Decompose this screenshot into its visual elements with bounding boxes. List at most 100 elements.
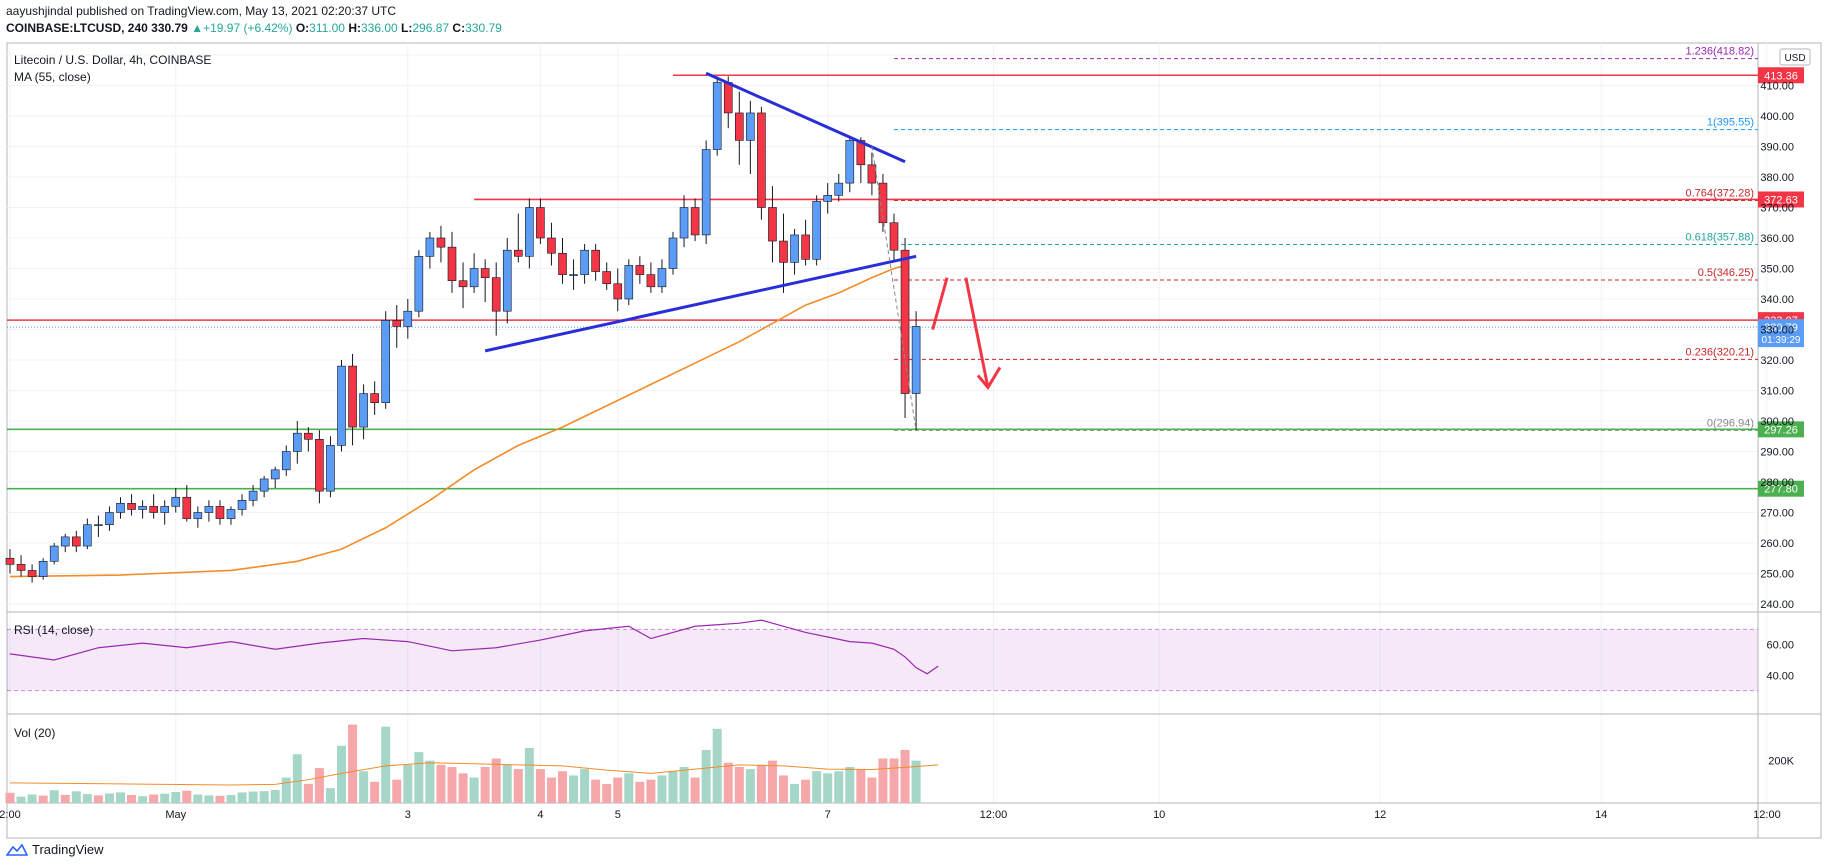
volume-bar [502,764,512,803]
candle-body [392,320,402,327]
ma55-line [9,264,906,578]
last-price: 330.79 [151,21,188,35]
candle [690,198,700,242]
candle-body [502,249,512,312]
rsi-tick-label: 60.00 [1766,640,1794,652]
volume-bar [613,777,623,803]
volume-bar [690,777,700,803]
candle-body [469,268,479,288]
volume-bar [911,760,921,803]
price-tick-label: 260.00 [1760,538,1794,550]
candle [856,137,866,184]
volume-bar [381,726,391,803]
candle [425,231,435,269]
candle [5,549,15,574]
volume-ma-line [9,762,939,786]
candle-body [458,280,468,288]
price-tick-label: 340.00 [1760,294,1794,306]
time-tick-label: 10 [1153,809,1165,821]
volume-bar [845,766,855,803]
candle-body [856,140,866,166]
volume-bar [469,777,479,803]
footer-brand[interactable]: TradingView [6,842,104,857]
candle [304,427,313,452]
candle-body [635,265,645,275]
candle [105,506,114,531]
usd-currency-button[interactable]: USD [1779,48,1811,66]
candle [646,262,656,293]
time-tick-label: 14 [1595,809,1607,821]
arrow-shaft [964,277,990,388]
candle-body [779,240,788,263]
publish-info: aayushjindal published on TradingView.co… [6,4,396,18]
grid-lines [7,43,1821,838]
candle [72,530,81,553]
open-label: O: [295,21,310,35]
rsi-line [9,619,939,675]
candle-body [823,195,833,202]
tradingview-logo-icon [6,843,28,856]
candle-body [259,478,269,492]
price-level-label: 277.80 [1764,484,1798,496]
candle [160,500,169,525]
candle [558,238,567,284]
price-level-tag [1758,67,1804,84]
candle [480,259,490,303]
candle [237,494,247,516]
volume-bar [458,773,468,803]
candle [536,198,545,245]
symbol-ohlc-line: COINBASE:LTCUSD, 240 330.79 ▲+19.97 (+6.… [6,21,502,35]
publisher-name[interactable]: aayushjindal [6,4,73,18]
volume-bar [248,791,258,803]
volume-bar [171,791,181,803]
candle [204,500,214,522]
candle-body [348,365,357,428]
candle-body [701,149,711,236]
current-price-label: 330.79 [1764,322,1798,334]
candle-body [525,207,534,257]
candle-body [414,255,424,312]
candle-body [757,112,766,208]
candle [867,152,877,196]
candle-body [602,271,612,285]
candle-body [911,326,921,394]
candle-body [337,365,346,446]
volume-bar [712,728,722,803]
published-text: published on TradingView.com, May 13, 20… [76,4,397,18]
candle [326,436,335,498]
fib-level-label: 0.5(346.25) [1698,267,1754,279]
volume-bar [127,794,137,803]
price-level-label: 297.26 [1764,424,1798,436]
price-axis[interactable]: 240.00 250.00 260.00 270.00 280.00 290.00 300.… [1760,81,1794,612]
candle [381,311,391,409]
volume-bar [569,775,579,803]
volume-bar [823,773,833,803]
usd-button-label: USD [1784,53,1805,64]
time-tick-label: 5 [615,809,621,821]
volume-bar [878,758,888,803]
candle-body [558,252,567,275]
time-tick-label: 12 [1374,809,1386,821]
volume-bar [602,783,612,803]
volume-bar [27,794,37,803]
volume-bar [314,768,324,803]
candle [348,353,357,446]
fib-level-label: 0.236(320.21) [1686,346,1755,358]
volume-bar [71,791,81,803]
rsi-label: RSI (14, close) [14,623,93,637]
candle-body [270,469,280,480]
volume-bar [116,792,125,803]
candle-body [712,82,722,150]
volume-bar [303,783,313,803]
candle [911,311,921,431]
candle [569,259,578,290]
candle [812,195,821,266]
candle [94,515,103,537]
candle-body [138,506,147,510]
candle [635,256,645,284]
candle [447,231,457,293]
symbol-label: COINBASE:LTCUSD, 240 [6,21,148,35]
candle [547,222,556,266]
